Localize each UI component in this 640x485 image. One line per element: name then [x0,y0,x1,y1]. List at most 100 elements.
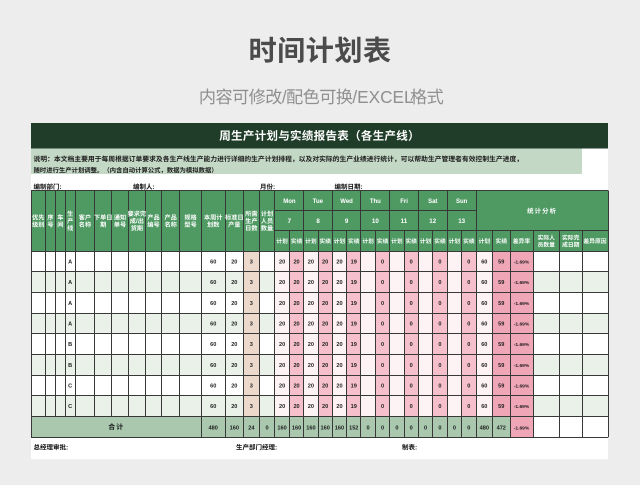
svg-text:20: 20 [279,404,285,410]
svg-text:Wed: Wed [340,199,353,205]
svg-text:59: 59 [498,280,504,286]
svg-text:0: 0 [438,363,441,369]
svg-text:B: B [68,342,72,348]
svg-text:0: 0 [467,363,470,369]
svg-text:20: 20 [293,342,299,348]
svg-text:0: 0 [410,384,413,390]
svg-text:59: 59 [498,384,504,390]
svg-text:60: 60 [210,259,216,265]
svg-text:19: 19 [351,301,357,307]
svg-text:0: 0 [367,425,370,431]
svg-text:152: 152 [349,425,358,431]
svg-text:0: 0 [410,259,413,265]
svg-text:20: 20 [336,363,342,369]
svg-text:3: 3 [250,259,253,265]
svg-text:C: C [68,384,72,390]
svg-text::: : [275,445,277,452]
svg-text:-1.69%: -1.69% [514,342,530,348]
svg-text:0: 0 [381,280,384,286]
svg-text:60: 60 [481,280,487,286]
svg-text:-1.69%: -1.69% [514,404,530,410]
svg-text:20: 20 [308,259,314,265]
svg-text:/: / [282,87,287,107]
svg-text:20: 20 [336,384,342,390]
svg-text:20: 20 [322,259,328,265]
svg-text:0: 0 [381,363,384,369]
svg-text:20: 20 [336,342,342,348]
svg-text:0: 0 [438,404,441,410]
svg-text:0: 0 [438,342,441,348]
svg-text:59: 59 [498,342,504,348]
svg-text:0: 0 [424,425,427,431]
svg-text::: : [361,184,363,191]
svg-text:60: 60 [210,404,216,410]
svg-text:0: 0 [438,384,441,390]
svg-text:Thu: Thu [370,199,381,205]
svg-text:0: 0 [410,404,413,410]
svg-text:20: 20 [308,280,314,286]
svg-text:0: 0 [438,425,441,431]
svg-text:0: 0 [467,404,470,410]
svg-text:60: 60 [481,259,487,265]
svg-text:20: 20 [293,301,299,307]
svg-text:20: 20 [231,342,237,348]
svg-text:20: 20 [279,301,285,307]
svg-text:3: 3 [250,384,253,390]
svg-text:0: 0 [467,321,470,327]
svg-text:B: B [68,363,72,369]
svg-text:60: 60 [210,363,216,369]
svg-text:0: 0 [438,259,441,265]
svg-text:480: 480 [209,425,218,431]
svg-text:20: 20 [293,259,299,265]
svg-text:13: 13 [458,218,465,225]
svg-text:20: 20 [308,301,314,307]
svg-text:59: 59 [498,363,504,369]
svg-text:60: 60 [210,321,216,327]
svg-text:9: 9 [345,218,349,225]
svg-text:0: 0 [438,301,441,307]
svg-text:0: 0 [467,425,470,431]
svg-text:60: 60 [210,384,216,390]
svg-text:0: 0 [381,384,384,390]
svg-text:/: / [136,218,138,225]
svg-text:160: 160 [320,425,329,431]
svg-text:20: 20 [336,280,342,286]
svg-text:A: A [68,301,72,307]
svg-text:24: 24 [248,425,255,431]
svg-text:20: 20 [279,342,285,348]
svg-text:20: 20 [336,321,342,327]
svg-text:20: 20 [322,363,328,369]
svg-text:20: 20 [293,321,299,327]
svg-text:0: 0 [438,280,441,286]
svg-text:-1.69%: -1.69% [514,384,530,390]
svg-text:20: 20 [279,259,285,265]
svg-text:7: 7 [288,218,292,225]
svg-text:480: 480 [480,425,489,431]
svg-text:-1.69%: -1.69% [514,321,530,327]
svg-text:A: A [68,321,72,327]
svg-text:19: 19 [351,384,357,390]
svg-text:60: 60 [481,321,487,327]
svg-text:20: 20 [293,384,299,390]
svg-text:20: 20 [279,384,285,390]
svg-text:60: 60 [481,363,487,369]
svg-text:12: 12 [429,218,436,225]
svg-text:20: 20 [279,280,285,286]
svg-text:20: 20 [308,404,314,410]
svg-text:19: 19 [351,342,357,348]
svg-text:20: 20 [231,301,237,307]
svg-text:C: C [68,404,72,410]
svg-text:59: 59 [498,301,504,307]
svg-text:0: 0 [467,259,470,265]
svg-text::: : [273,184,275,191]
svg-text:0: 0 [265,425,268,431]
svg-text:/EXCEL: /EXCEL [352,87,413,107]
svg-text:10: 10 [372,218,379,225]
svg-text:59: 59 [498,404,504,410]
svg-text:0: 0 [381,321,384,327]
svg-text:20: 20 [308,384,314,390]
svg-text:60: 60 [210,301,216,307]
svg-text:20: 20 [231,259,237,265]
svg-text:0: 0 [467,342,470,348]
svg-text:160: 160 [335,425,344,431]
